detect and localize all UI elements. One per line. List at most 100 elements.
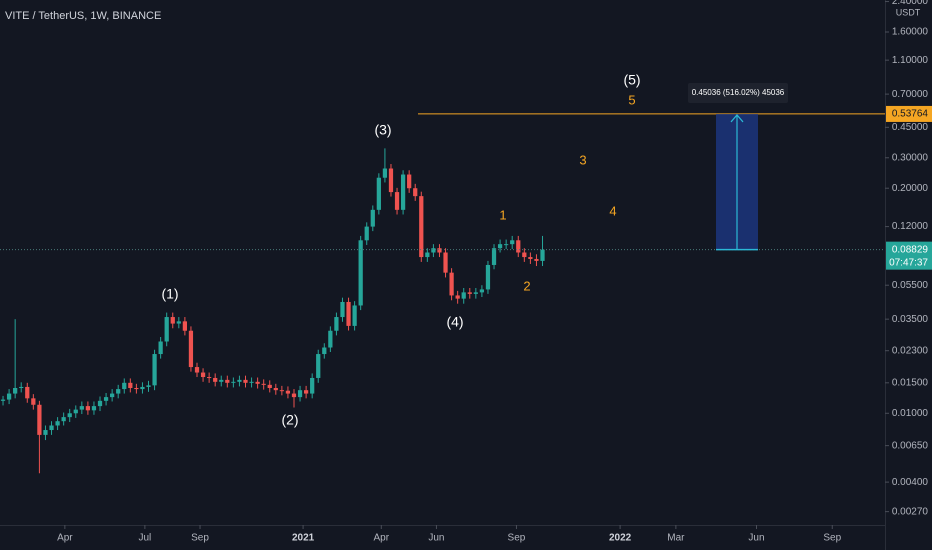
wave-label: (4) (446, 314, 463, 330)
x-tick-label: Sep (823, 533, 841, 544)
y-tick-label: 2.40000 (892, 0, 929, 7)
measure-arrowhead (730, 114, 744, 123)
candle-body (455, 295, 460, 299)
candle-body (79, 406, 84, 410)
wave-label: 2 (523, 278, 530, 293)
y-tick-label: 0.00270 (892, 506, 929, 517)
y-tick-label: 0.00400 (892, 477, 929, 488)
x-tick-label: 2021 (292, 533, 315, 544)
candle-body (110, 393, 115, 398)
candle-body (340, 301, 345, 318)
candle-body (364, 226, 369, 241)
wave-label: (2) (281, 412, 298, 428)
candle-body (522, 252, 527, 258)
target-box (886, 105, 932, 122)
candle-body (516, 240, 521, 253)
candle-body (158, 341, 163, 355)
candle-body (400, 174, 406, 210)
wave-label: 1 (499, 207, 506, 222)
candle-body (213, 377, 218, 382)
candle-body (31, 398, 36, 405)
candle-body (170, 317, 175, 324)
y-tick-label: 0.12000 (892, 221, 929, 232)
candle-body (310, 377, 315, 394)
candle-body (449, 272, 454, 296)
y-tick-label: 0.45000 (892, 122, 929, 133)
candle-body (231, 381, 236, 383)
candle-body (146, 385, 151, 387)
x-tick-label: Sep (508, 533, 526, 544)
x-tick-label: Apr (373, 533, 389, 544)
candle-body (182, 321, 188, 331)
candle-body (540, 249, 545, 261)
candle-body (37, 404, 42, 435)
candle-body (249, 381, 254, 383)
candle-body (200, 372, 206, 378)
wave-label: 3 (579, 152, 586, 167)
wave-label: (3) (374, 122, 391, 138)
candle-body (473, 292, 478, 294)
current-price-label: 0.08829 (892, 244, 929, 255)
candle-body (97, 400, 103, 407)
candle-body (346, 301, 351, 326)
candle-body (140, 386, 145, 390)
candle-body (61, 417, 66, 422)
candle-body (382, 168, 388, 178)
candle-body (297, 390, 303, 398)
candle-body (49, 425, 54, 431)
candle-body (152, 354, 157, 386)
candle-body (467, 292, 472, 294)
candle-body (407, 174, 412, 189)
candle-body (19, 386, 24, 388)
candle-body (334, 317, 339, 331)
candle-body (303, 390, 309, 394)
wave-label: 4 (609, 203, 616, 218)
candle-body (261, 383, 266, 385)
candle-body (443, 252, 448, 273)
candle-body (358, 240, 363, 306)
measure-label: 0.45036 (516.02%) 45036 (692, 88, 785, 97)
candle-body (122, 382, 127, 390)
candle-body (103, 397, 109, 401)
candle-body (237, 379, 242, 382)
y-tick-label: 0.01500 (892, 377, 929, 388)
candle-body (510, 240, 515, 245)
y-tick-label: 0.02300 (892, 345, 929, 356)
target-label: 0.53764 (892, 109, 929, 120)
candle-body (188, 330, 194, 368)
candle-body (497, 244, 503, 249)
currency-label: USDT (896, 7, 921, 17)
candle-body (285, 390, 291, 394)
candle-body (461, 292, 466, 299)
candle-body (13, 387, 18, 394)
candle-body (176, 321, 181, 324)
candle-body (134, 387, 139, 390)
candle-body (394, 192, 400, 210)
y-tick-label: 1.60000 (892, 27, 929, 38)
countdown-label: 07:47:37 (889, 257, 928, 268)
candle-body (279, 390, 284, 392)
candle-body (479, 289, 485, 293)
candle-body (273, 387, 278, 391)
y-tick-label: 0.20000 (892, 183, 929, 194)
candle-body (91, 406, 97, 411)
wave-label: (1) (161, 286, 178, 302)
wave-label: (5) (623, 72, 640, 88)
x-tick-label: 2022 (609, 533, 632, 544)
candle-body (43, 430, 48, 435)
y-tick-label: 0.30000 (892, 152, 929, 163)
y-tick-label: 0.01000 (892, 408, 929, 419)
measure-label-box (688, 83, 788, 103)
candle-body (534, 258, 539, 261)
y-tick-label: 0.70000 (892, 89, 929, 100)
chart-title: VITE / TetherUS, 1W, BINANCE (5, 10, 161, 22)
x-tick-label: Jun (428, 533, 444, 544)
x-tick-label: Apr (57, 533, 73, 544)
wave-label: 5 (628, 92, 635, 107)
candle-body (85, 406, 91, 411)
candle-body (243, 379, 248, 383)
candle-body (376, 177, 381, 210)
